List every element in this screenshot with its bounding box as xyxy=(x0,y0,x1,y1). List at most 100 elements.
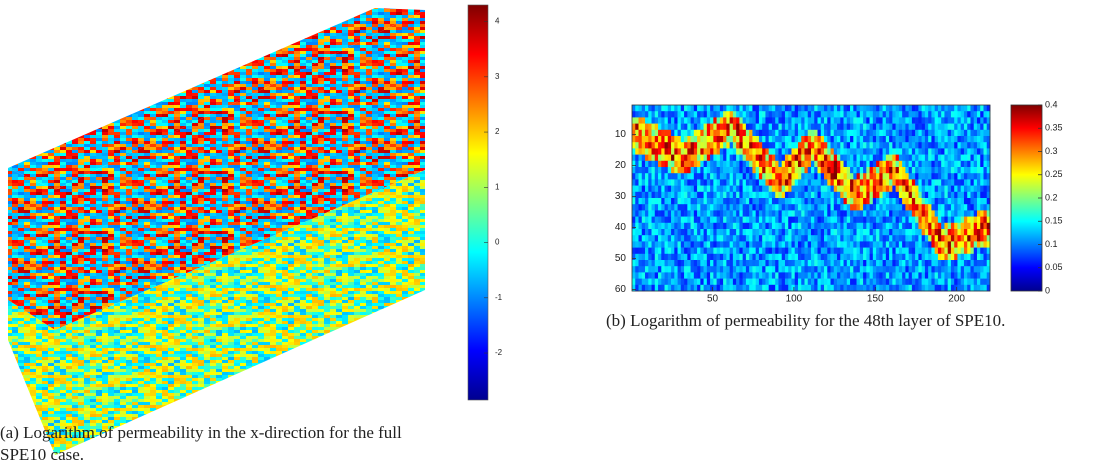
heatmap-cell xyxy=(785,266,789,273)
heatmap-cell xyxy=(857,130,861,137)
heatmap-cell xyxy=(818,204,822,211)
heatmap-cell xyxy=(687,192,691,199)
heatmap-cell xyxy=(834,105,838,112)
heatmap-cell xyxy=(811,248,815,255)
heatmap-cell xyxy=(762,248,766,255)
heatmap-cell xyxy=(655,124,659,131)
heatmap-cell xyxy=(687,124,691,131)
heatmap-cell xyxy=(961,155,965,162)
heatmap-cell xyxy=(739,155,743,162)
heatmap-cell xyxy=(710,198,714,205)
heatmap-cell xyxy=(720,235,724,242)
heatmap-cell xyxy=(818,241,822,248)
heatmap-cell xyxy=(844,260,848,267)
heatmap-cell xyxy=(951,124,955,131)
heatmap-cell xyxy=(687,223,691,230)
heatmap-cell xyxy=(769,186,773,193)
heatmap-cell xyxy=(648,179,652,186)
heatmap-cell xyxy=(886,223,890,230)
heatmap-cell xyxy=(694,155,698,162)
heatmap-cell xyxy=(759,223,763,230)
heatmap-cell xyxy=(632,136,636,143)
heatmap-cell xyxy=(795,260,799,267)
heatmap-cell xyxy=(681,217,685,224)
heatmap-cell xyxy=(726,266,730,273)
heatmap-cell xyxy=(870,266,874,273)
heatmap-cell xyxy=(964,117,968,124)
heatmap-cell xyxy=(778,179,782,186)
heatmap-cell xyxy=(889,235,893,242)
heatmap-cell xyxy=(977,279,981,286)
heatmap-cell xyxy=(717,167,721,174)
heatmap-cell xyxy=(788,210,792,217)
heatmap-cell xyxy=(866,142,870,149)
heatmap-cell xyxy=(765,111,769,118)
heatmap-cell xyxy=(941,111,945,118)
heatmap-cell xyxy=(850,192,854,199)
heatmap-cell xyxy=(736,272,740,279)
heatmap-cell xyxy=(928,210,932,217)
heatmap-cell xyxy=(736,186,740,193)
heatmap-cell xyxy=(788,105,792,112)
heatmap-cell xyxy=(655,241,659,248)
heatmap-cell xyxy=(857,167,861,174)
heatmap-cell xyxy=(821,272,825,279)
heatmap-cell xyxy=(756,124,760,131)
heatmap-cell xyxy=(814,161,818,168)
heatmap-cell xyxy=(948,279,952,286)
heatmap-cell xyxy=(691,117,695,124)
heatmap-cell xyxy=(961,204,965,211)
heatmap-cell xyxy=(866,173,870,180)
heatmap-cell xyxy=(671,136,675,143)
heatmap-cell xyxy=(935,136,939,143)
heatmap-cell xyxy=(886,210,890,217)
heatmap-cell xyxy=(684,266,688,273)
heatmap-cell xyxy=(886,285,890,292)
heatmap-cell xyxy=(700,148,704,155)
heatmap-cell xyxy=(925,279,929,286)
heatmap-cell xyxy=(788,142,792,149)
heatmap-cell xyxy=(837,198,841,205)
heatmap-cell xyxy=(713,229,717,236)
heatmap-cell xyxy=(876,130,880,137)
heatmap-cell xyxy=(850,179,854,186)
heatmap-cell xyxy=(831,198,835,205)
heatmap-cell xyxy=(743,179,747,186)
heatmap-cell xyxy=(970,173,974,180)
heatmap-cell xyxy=(726,155,730,162)
heatmap-cell xyxy=(782,117,786,124)
heatmap-cell xyxy=(977,198,981,205)
heatmap-cell xyxy=(700,142,704,149)
heatmap-cell xyxy=(889,105,893,112)
heatmap-cell xyxy=(762,198,766,205)
heatmap-cell xyxy=(759,235,763,242)
heatmap-cell xyxy=(756,229,760,236)
heatmap-cell xyxy=(713,173,717,180)
heatmap-cell xyxy=(730,248,734,255)
heatmap-cell xyxy=(961,167,965,174)
heatmap-cell xyxy=(804,136,808,143)
heatmap-cell xyxy=(879,285,883,292)
heatmap-cell xyxy=(681,130,685,137)
heatmap-cell xyxy=(635,124,639,131)
heatmap-cell xyxy=(899,186,903,193)
heatmap-cell xyxy=(678,161,682,168)
heatmap-cell xyxy=(824,229,828,236)
heatmap-cell xyxy=(970,167,974,174)
heatmap-cell xyxy=(684,241,688,248)
heatmap-cell xyxy=(912,148,916,155)
heatmap-cell xyxy=(948,235,952,242)
heatmap-cell xyxy=(925,285,929,292)
heatmap-cell xyxy=(762,210,766,217)
heatmap-cell xyxy=(844,198,848,205)
heatmap-cell xyxy=(697,285,701,292)
heatmap-cell xyxy=(850,117,854,124)
heatmap-cell xyxy=(795,167,799,174)
heatmap-cell xyxy=(681,241,685,248)
heatmap-cell xyxy=(961,285,965,292)
heatmap-cell xyxy=(899,260,903,267)
heatmap-cell xyxy=(778,161,782,168)
heatmap-cell xyxy=(961,111,965,118)
heatmap-cell xyxy=(749,148,753,155)
heatmap-cell xyxy=(733,235,737,242)
